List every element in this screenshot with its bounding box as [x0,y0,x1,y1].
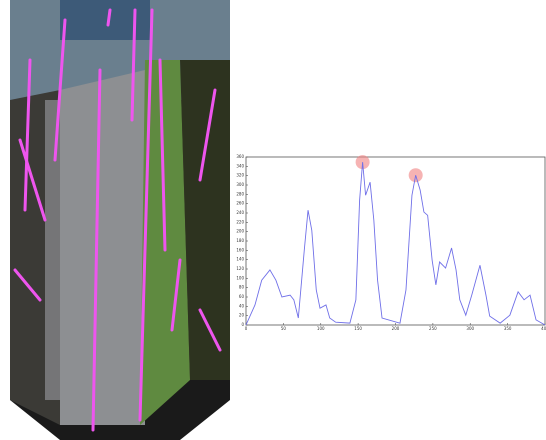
y-tick-label: 40 [239,303,245,308]
y-tick-label: 100 [236,275,244,280]
y-tick-label: 60 [239,294,245,299]
y-tick-label: 320 [236,173,244,178]
y-tick-label: 140 [236,257,244,262]
x-tick-label: 300 [466,326,474,331]
x-tick-label: 150 [354,326,362,331]
page: 0501001502002503003504000204060801001201… [0,0,546,440]
birdseye-image [10,0,230,440]
chart: 0501001502002503003504000204060801001201… [236,154,546,331]
y-tick-label: 180 [236,238,244,243]
x-tick-label: 400 [541,326,546,331]
y-tick-label: 280 [236,191,244,196]
y-tick-label: 200 [236,229,244,234]
x-tick-label: 250 [429,326,437,331]
y-tick-label: 260 [236,201,244,206]
y-tick-label: 340 [236,163,244,168]
y-tick-label: 360 [236,154,244,159]
x-tick-label: 0 [245,326,248,331]
x-tick-label: 50 [281,326,287,331]
y-tick-label: 300 [236,182,244,187]
line-series [246,162,545,325]
plot-frame [246,157,545,325]
y-tick-label: 80 [239,285,245,290]
y-tick-label: 220 [236,219,244,224]
y-tick-label: 20 [239,313,245,318]
y-tick-label: 120 [236,266,244,271]
x-tick-label: 200 [392,326,400,331]
y-tick-label: 160 [236,247,244,252]
x-tick-label: 100 [317,326,325,331]
y-tick-label: 240 [236,210,244,215]
x-tick-label: 350 [504,326,512,331]
